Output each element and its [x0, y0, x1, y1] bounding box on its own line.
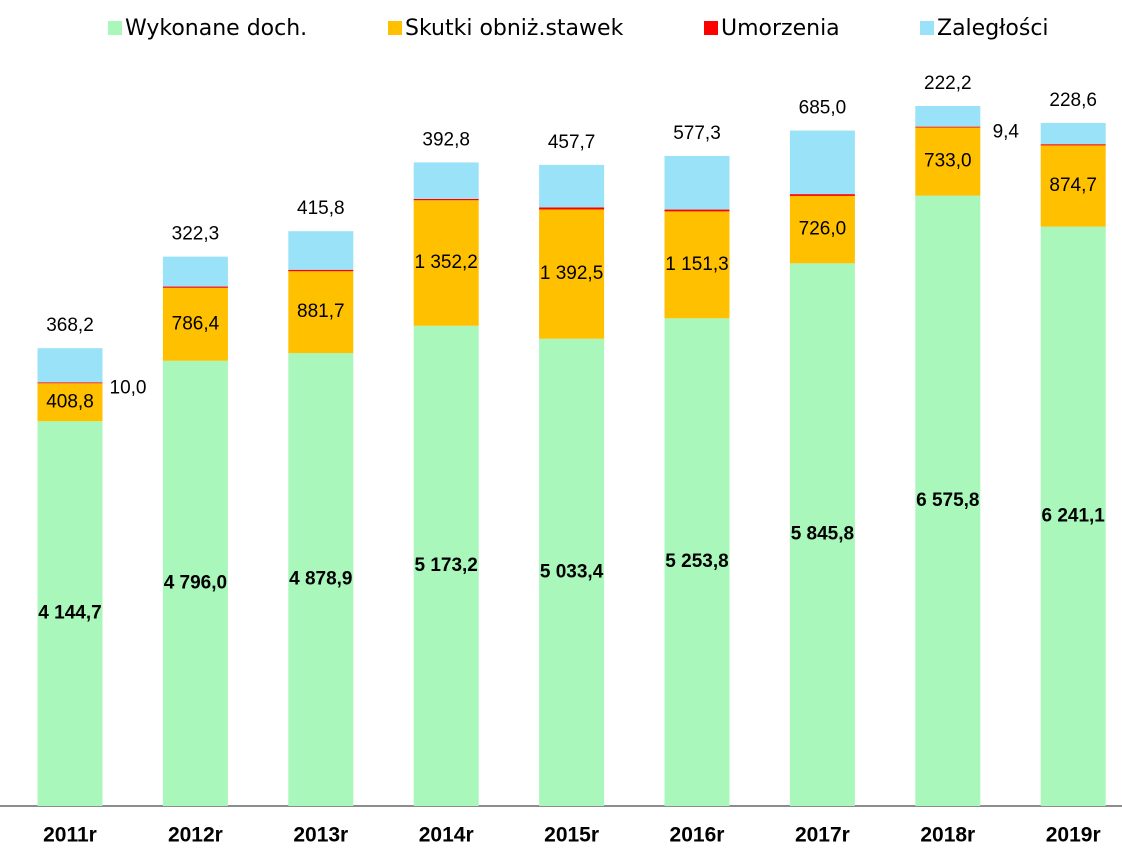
data-label: 685,0 [799, 98, 847, 119]
data-label: 322,3 [172, 224, 220, 245]
data-label: 392,8 [422, 129, 470, 150]
bar-segment [413, 200, 479, 326]
x-tick-label: 2019r [1046, 824, 1101, 847]
data-label: 4 878,9 [289, 569, 352, 590]
data-label: 6 575,8 [916, 490, 979, 511]
data-label: 457,7 [548, 132, 596, 153]
bar-segment [413, 198, 479, 201]
data-label: 874,7 [1049, 175, 1097, 196]
data-label: 228,6 [1049, 90, 1097, 111]
bar-segment [539, 338, 605, 806]
x-tick-label: 2012r [168, 824, 223, 847]
data-label: 5 173,2 [414, 555, 477, 576]
data-label: 881,7 [297, 301, 345, 322]
bar-segment [288, 269, 354, 272]
x-tick-label: 2016r [670, 824, 725, 847]
data-label: 1 352,2 [414, 252, 477, 273]
legend-swatch [388, 21, 402, 35]
x-tick-label: 2011r [43, 824, 97, 847]
bar-segment [539, 164, 605, 208]
data-label: 733,0 [924, 151, 972, 172]
data-label: 577,3 [673, 123, 721, 144]
bar-segment [1040, 144, 1106, 146]
legend-swatch [108, 21, 122, 35]
bar-segment [162, 287, 228, 361]
bar-segment [789, 195, 855, 264]
data-label: 9,4 [993, 122, 1020, 143]
data-label: 368,2 [46, 315, 94, 336]
data-label: 786,4 [172, 313, 220, 334]
data-label: 408,8 [46, 391, 94, 412]
data-label: 1 151,3 [665, 254, 728, 275]
bar-segment [664, 155, 730, 210]
bar-segment [162, 286, 228, 288]
bar-segment [915, 127, 981, 196]
x-tick-label: 2014r [419, 824, 474, 847]
x-tick-label: 2018r [920, 824, 975, 847]
bar-segment [37, 348, 103, 383]
x-tick-label: 2015r [544, 824, 599, 847]
legend-label: Skutki obniż.stawek [405, 16, 624, 41]
data-label: 415,8 [297, 198, 345, 219]
data-label: 5 033,4 [540, 561, 604, 582]
bar-segment [915, 106, 981, 127]
data-label: 5 253,8 [665, 551, 728, 572]
bar-segment [37, 383, 103, 422]
bar-segment [664, 209, 730, 212]
bar-segment [413, 162, 479, 199]
data-label: 4 796,0 [164, 572, 227, 593]
bar-segment [664, 318, 730, 806]
bar-segment [789, 263, 855, 806]
legend-label: Wykonane doch. [125, 16, 307, 41]
bar-segment [664, 211, 730, 319]
bar-segment [288, 353, 354, 806]
data-label: 5 845,8 [791, 524, 854, 545]
x-tick-label: 2017r [795, 824, 850, 847]
data-label: 726,0 [799, 219, 847, 240]
legend-label: Umorzenia [721, 16, 840, 41]
bar-segment [162, 360, 228, 806]
bar-segment [37, 382, 103, 384]
bar-segment [162, 256, 228, 287]
bar-segment [789, 130, 855, 195]
bar-segment [1040, 145, 1106, 227]
bar-segment [915, 126, 981, 128]
bar-segment [1040, 122, 1106, 145]
legend-label: Zaległości [937, 16, 1049, 41]
data-label: 222,2 [924, 73, 972, 94]
bar-segment [789, 194, 855, 196]
bar-segment [1040, 226, 1106, 806]
x-tick-label: 2013r [293, 824, 348, 847]
bar-segment [37, 421, 103, 806]
bar-segment [288, 271, 354, 354]
bar-segment [413, 325, 479, 806]
bar-segment [915, 195, 981, 806]
bar-segment [288, 231, 354, 270]
legend-swatch [704, 21, 718, 35]
legend-swatch [920, 21, 934, 35]
data-label: 4 144,7 [38, 603, 101, 624]
bar-segment [539, 209, 605, 339]
data-label: 1 392,5 [540, 263, 603, 284]
data-label: 10,0 [110, 377, 147, 398]
data-label: 6 241,1 [1041, 505, 1105, 526]
bar-segment [539, 207, 605, 210]
